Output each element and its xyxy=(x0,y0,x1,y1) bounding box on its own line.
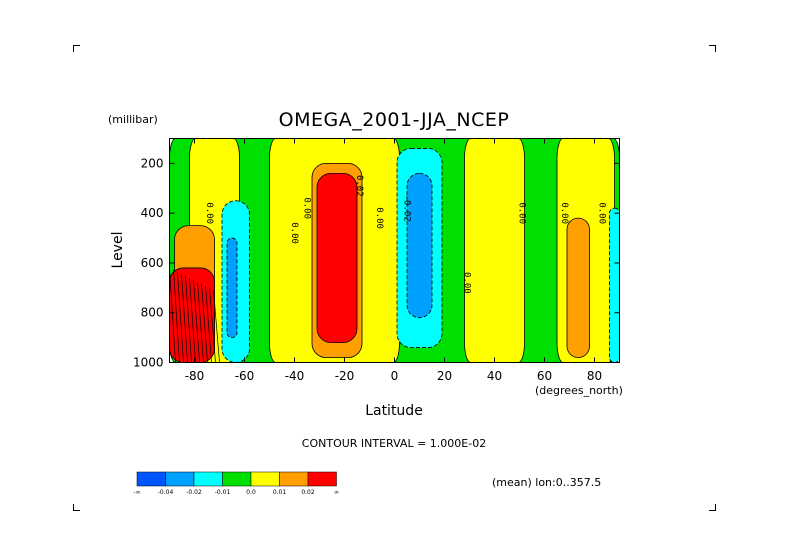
colorbar-swatch xyxy=(222,471,252,487)
contour-line xyxy=(197,281,204,363)
contour-region-red xyxy=(316,172,358,343)
x-tick-label: 40 xyxy=(487,369,502,383)
colorbar-swatch xyxy=(279,471,309,487)
colorbar-label: -0.01 xyxy=(215,489,231,496)
x-axis-label: Latitude xyxy=(365,403,423,419)
x-tick-label: 20 xyxy=(437,369,452,383)
y-tick-label: 1000 xyxy=(133,356,164,370)
y-tick-label: 200 xyxy=(141,156,164,170)
colorbar-label: -0.04 xyxy=(158,489,174,496)
colorbar-swatch xyxy=(307,471,337,487)
contour-line xyxy=(173,269,180,363)
colorbar-label: 0.01 xyxy=(273,489,287,496)
contour-label: -0.02 xyxy=(402,195,412,222)
contour-line xyxy=(193,279,200,363)
colorbar-label: -0.02 xyxy=(186,489,202,496)
colorbar: -∞ -0.04 -0.02 -0.01 0.0 0.01 0.02 ∞ xyxy=(133,471,339,496)
contour-line xyxy=(177,271,184,363)
crop-marks xyxy=(73,45,716,511)
contour-line xyxy=(185,275,192,363)
x-axis-ticks: -80 -60 -40 -20 0 20 40 60 80 xyxy=(185,138,602,383)
x-units-label: (degrees_north) xyxy=(535,384,623,397)
contour-region-blue xyxy=(226,237,238,339)
contour-line xyxy=(209,287,216,363)
mean-text: (mean) lon:0..357.5 xyxy=(492,476,601,489)
colorbar-swatch xyxy=(250,471,280,487)
y-axis-label: Level xyxy=(110,232,126,269)
x-tick-label: -60 xyxy=(235,369,255,383)
contour-line xyxy=(189,277,196,363)
contour-interval-text: CONTOUR INTERVAL = 1.000E-02 xyxy=(302,437,486,450)
contour-line xyxy=(181,273,188,363)
y-tick-label: 800 xyxy=(141,306,164,320)
colorbar-swatch xyxy=(136,471,166,487)
contour-label: 0.02 xyxy=(354,175,364,197)
contour-label: 0.00 xyxy=(374,207,384,229)
x-tick-label: -80 xyxy=(185,369,205,383)
x-tick-label: 80 xyxy=(587,369,602,383)
x-tick-label: 0 xyxy=(391,369,399,383)
contour-line xyxy=(169,267,176,363)
y-units-label: (millibar) xyxy=(108,113,158,126)
colorbar-label: ∞ xyxy=(334,489,339,496)
plot-area: 0.000.000.00 0.00 -0.020.020.00 0.00 0.000.0… xyxy=(169,138,620,363)
contour-line xyxy=(213,289,220,363)
contour-label: 0.00 xyxy=(204,202,214,224)
contour-region-yellow xyxy=(464,138,525,363)
chart-title: OMEGA_2001-JJA_NCEP xyxy=(279,109,510,131)
contour-label: 0.00 xyxy=(289,222,299,244)
colorbar-label: -∞ xyxy=(133,489,140,496)
contour-line xyxy=(201,283,208,363)
x-tick-label: 60 xyxy=(537,369,552,383)
contour-label: 0.00 xyxy=(302,197,312,219)
y-tick-label: 600 xyxy=(141,256,164,270)
colorbar-swatch xyxy=(193,471,223,487)
contour-label: 0.00 xyxy=(517,202,527,224)
contour-label: 0.00 xyxy=(559,202,569,224)
colorbar-label: 0.0 xyxy=(246,489,256,496)
contour-region-blue xyxy=(406,172,433,319)
contour-region-cyan xyxy=(609,207,620,363)
y-tick-label: 400 xyxy=(141,206,164,220)
x-tick-label: -40 xyxy=(285,369,305,383)
x-tick-label: -20 xyxy=(335,369,355,383)
contour-label: 0.00 xyxy=(597,202,607,224)
contour-line xyxy=(205,285,212,363)
contour-region-orange xyxy=(566,217,590,358)
contour-label: 0.00 xyxy=(462,272,472,294)
y-axis-ticks: 200 400 600 800 1000 xyxy=(133,156,620,370)
colorbar-label: 0.02 xyxy=(301,489,315,496)
colorbar-swatch xyxy=(165,471,195,487)
